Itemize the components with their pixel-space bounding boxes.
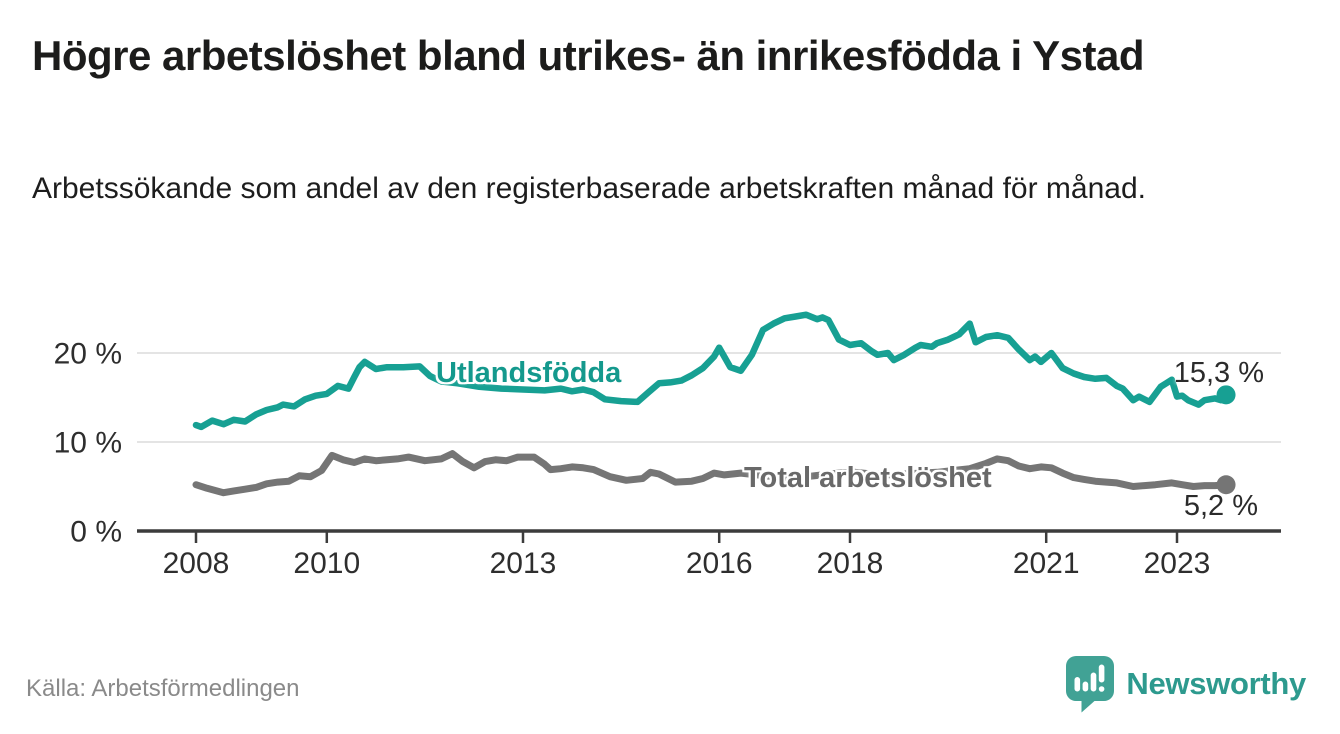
x-tick-label: 2013 — [490, 547, 557, 580]
x-tick-label: 2010 — [293, 547, 360, 580]
y-tick-label: 10 % — [54, 427, 122, 460]
x-tick-label: 2008 — [163, 547, 230, 580]
end-value-label-utlandsfodda: 15,3 % — [1173, 357, 1264, 389]
newsworthy-logo: Newsworthy — [1065, 655, 1306, 713]
y-tick-label: 0 % — [70, 516, 122, 549]
source-credit: Källa: Arbetsförmedlingen — [26, 675, 300, 702]
brand-wordmark: Newsworthy — [1126, 666, 1306, 701]
x-tick-label: 2018 — [817, 547, 884, 580]
page-title: Högre arbetslöshet bland utrikes- än inr… — [32, 32, 1145, 79]
line-chart: 0 % 10 % 20 % 2008 2010 2013 2016 2018 2021 2023 — [54, 311, 1281, 580]
end-dot — [1216, 385, 1236, 405]
x-tick-label: 2016 — [686, 547, 753, 580]
series-label-total-arbetsloshet: Total arbetslöshet — [744, 462, 992, 494]
series-label-utlandsfodda: Utlandsfödda — [436, 357, 622, 389]
page-subtitle: Arbetssökande som andel av den registerb… — [32, 172, 1146, 205]
x-tick-label: 2021 — [1013, 547, 1080, 580]
series-line-utlandsf-dda — [192, 311, 1230, 431]
newsworthy-chart-bubble-icon — [1066, 656, 1115, 713]
series-line-total-arbetsl-shet — [192, 450, 1230, 497]
y-tick-label: 20 % — [54, 338, 122, 371]
end-dot — [1216, 475, 1236, 495]
end-value-label-total: 5,2 % — [1183, 490, 1258, 522]
x-tick-label: 2023 — [1144, 547, 1211, 580]
